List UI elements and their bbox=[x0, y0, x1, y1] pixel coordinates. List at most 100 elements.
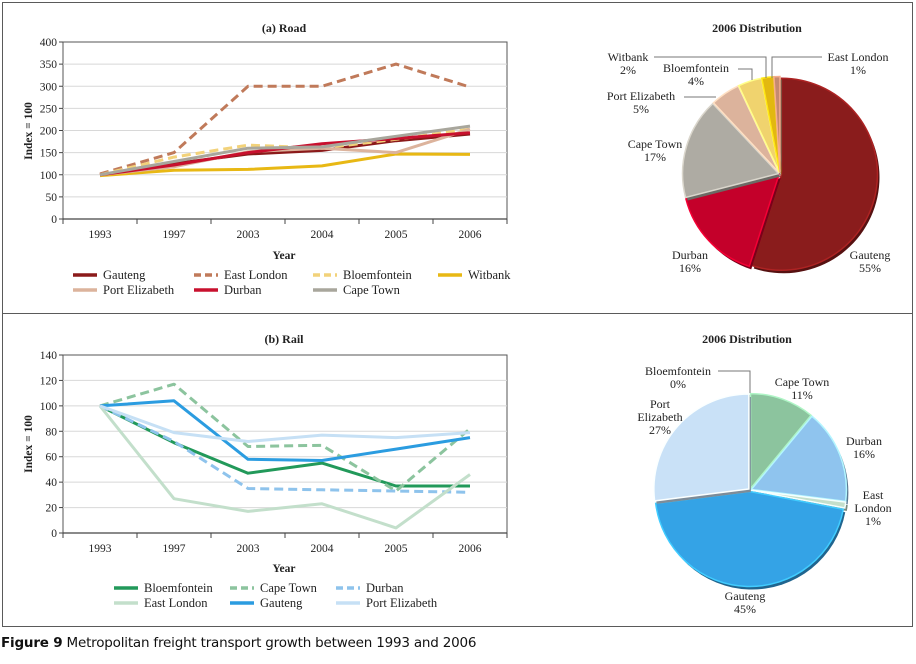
rail-series-lines bbox=[98, 382, 471, 530]
rail-legend-label-port-elizabeth: Port Elizabeth bbox=[366, 596, 438, 610]
road-legend-label-gauteng: Gauteng bbox=[103, 268, 146, 282]
rail-series-bloemfontein bbox=[99, 404, 470, 488]
road-x-tick-label: 2004 bbox=[311, 229, 334, 241]
road-legend-label-cape-town: Cape Town bbox=[343, 283, 401, 297]
rail-x-tick-label: 2003 bbox=[237, 543, 260, 555]
road-y-tick-label: 50 bbox=[46, 192, 58, 204]
rail-pie-value-bloemfontein: 0% bbox=[670, 377, 686, 391]
road-pie-slices bbox=[681, 75, 880, 274]
rail-series-durban bbox=[99, 404, 471, 494]
rail-pie-value-cape-town: 11% bbox=[791, 388, 813, 402]
rail-ticks: 0 20 40 60 80 100 120 140 1993 1997 2003 2004 2005 20… bbox=[40, 350, 508, 555]
road-pie-slice-durban bbox=[685, 173, 781, 268]
rail-legend-label-durban: Durban bbox=[366, 581, 404, 595]
rail-legend-label-cape-town: Cape Town bbox=[260, 581, 318, 595]
road-pie-slice-gauteng bbox=[750, 77, 879, 271]
rail-x-tick-label: 1997 bbox=[163, 543, 186, 555]
road-pie-slice-east-london bbox=[773, 75, 781, 173]
road-pie-value-gauteng: 55% bbox=[859, 261, 881, 275]
rail-pie-slice-gauteng bbox=[654, 490, 845, 588]
rail-pie-value-east-london: 1% bbox=[865, 514, 881, 528]
road-x-axis-label: Year bbox=[273, 250, 296, 262]
road-y-tick-label: 100 bbox=[40, 170, 58, 182]
rail-y-tick-label: 80 bbox=[46, 426, 58, 438]
road-pie-label-bloemfontein: Bloemfontein bbox=[663, 61, 729, 75]
road-y-tick-label: 400 bbox=[40, 37, 58, 49]
rail-pie-slice-durban bbox=[749, 415, 848, 503]
road-x-tick-label: 1993 bbox=[89, 229, 112, 241]
rail-chart-title: (b) Rail bbox=[265, 332, 305, 346]
rail-x-axis-label: Year bbox=[273, 563, 296, 575]
road-pie-value-bloemfontein: 4% bbox=[688, 74, 704, 88]
road-series-cape-town bbox=[99, 124, 471, 177]
road-x-tick-label: 2005 bbox=[385, 229, 408, 241]
rail-series-east-london bbox=[98, 404, 471, 530]
rail-x-tick-label: 2004 bbox=[311, 543, 334, 555]
figure-caption: Figure 9 Metropolitan freight transport … bbox=[1, 635, 477, 651]
road-pie-leader-witbank bbox=[654, 56, 767, 78]
rail-pie-label-east-london: London bbox=[854, 501, 891, 515]
road-x-tick-label: 2003 bbox=[237, 229, 260, 241]
rail-pie-value-durban: 16% bbox=[853, 447, 875, 461]
road-pie-value-durban: 16% bbox=[679, 261, 701, 275]
rail-legend-label-bloemfontein: Bloemfontein bbox=[144, 581, 213, 595]
rail-y-tick-label: 120 bbox=[40, 375, 58, 387]
rail-y-tick-label: 100 bbox=[40, 401, 58, 413]
road-x-tick-label: 2006 bbox=[459, 229, 482, 241]
road-series-east-london bbox=[99, 62, 471, 176]
road-pie-value-cape-town: 17% bbox=[644, 150, 666, 164]
rail-x-tick-label: 2005 bbox=[385, 543, 408, 555]
rail-series-port-elizabeth bbox=[99, 404, 471, 443]
rail-y-tick-label: 60 bbox=[46, 452, 58, 464]
rail-legend-label-gauteng: Gauteng bbox=[260, 596, 303, 610]
panel-divider bbox=[2, 313, 913, 314]
road-pie-leader-east-london bbox=[771, 56, 822, 78]
rail-x-tick-label: 1993 bbox=[89, 543, 112, 555]
rail-pie-label-bloemfontein: Bloemfontein bbox=[645, 364, 711, 378]
road-pie-value-witbank: 2% bbox=[620, 63, 636, 77]
rail-y-tick-label: 40 bbox=[46, 477, 58, 489]
rail-pie-label-east-london: East bbox=[863, 488, 884, 502]
road-series-witbank bbox=[99, 152, 471, 178]
road-pie-slice-cape-town bbox=[681, 102, 780, 199]
rail-pie-slice-port-elizabeth bbox=[653, 393, 750, 502]
rail-legend: Bloemfontein Cape Town Durban East London Ga… bbox=[114, 581, 438, 610]
rail-y-tick-label: 20 bbox=[46, 503, 58, 515]
rail-pie-label-port-elizabeth: Port bbox=[650, 397, 671, 411]
road-y-tick-label: 300 bbox=[40, 81, 58, 93]
figure-frame bbox=[2, 2, 913, 627]
rail-y-tick-label: 140 bbox=[40, 350, 58, 362]
road-pie-label-gauteng: Gauteng bbox=[850, 248, 891, 262]
rail-pie-label-durban: Durban bbox=[846, 434, 882, 448]
road-x-tick-label: 1997 bbox=[163, 229, 186, 241]
rail-pie-label-cape-town: Cape Town bbox=[775, 375, 830, 389]
rail-legend-label-east-london: East London bbox=[144, 596, 208, 610]
rail-pie-title: 2006 Distribution bbox=[702, 332, 792, 346]
rail-pie-value-port-elizabeth: 27% bbox=[649, 423, 671, 437]
road-series-lines bbox=[99, 62, 471, 178]
figure-canvas: (a) Road Index = 100 Year 05010015020025… bbox=[23, 21, 892, 616]
road-pie-title: 2006 Distribution bbox=[712, 21, 802, 35]
road-pie-label-east-london: East London bbox=[828, 50, 889, 64]
rail-y-axis-label: Index = 100 bbox=[23, 415, 35, 473]
road-y-tick-label: 200 bbox=[40, 126, 58, 138]
road-pie-label-cape-town: Cape Town bbox=[628, 137, 683, 151]
road-chart-title: (a) Road bbox=[262, 21, 307, 35]
rail-line-chart: (b) Rail Index = 100 Year 0 20 40 60 80 100 12… bbox=[23, 332, 508, 610]
road-legend-label-east-london: East London bbox=[224, 268, 288, 282]
rail-series-cape-town bbox=[99, 382, 471, 493]
road-legend-label-bloemfontein: Bloemfontein bbox=[343, 268, 412, 282]
figure-caption-text: Metropolitan freight transport growth be… bbox=[62, 635, 477, 651]
road-pie-value-east-london: 1% bbox=[850, 63, 866, 77]
rail-x-tick-label: 2006 bbox=[459, 543, 482, 555]
rail-pie-slice-east-london bbox=[751, 489, 847, 509]
road-pie-value-port-elizabeth: 5% bbox=[633, 102, 649, 116]
road-y-tick-label: 150 bbox=[40, 148, 58, 160]
rail-series-gauteng bbox=[99, 399, 471, 462]
rail-pie-value-gauteng: 45% bbox=[734, 602, 756, 616]
road-pie-label-witbank: Witbank bbox=[608, 50, 649, 64]
road-legend-label-durban: Durban bbox=[224, 283, 262, 297]
